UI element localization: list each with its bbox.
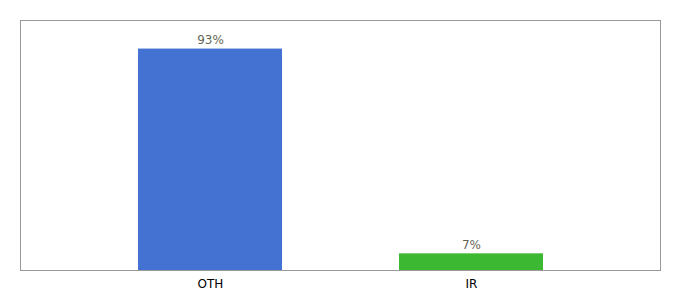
svg-text:IR: IR: [466, 277, 478, 291]
svg-text:OTH: OTH: [198, 277, 224, 291]
svg-text:93%: 93%: [197, 33, 224, 47]
svg-text:7%: 7%: [462, 238, 481, 252]
